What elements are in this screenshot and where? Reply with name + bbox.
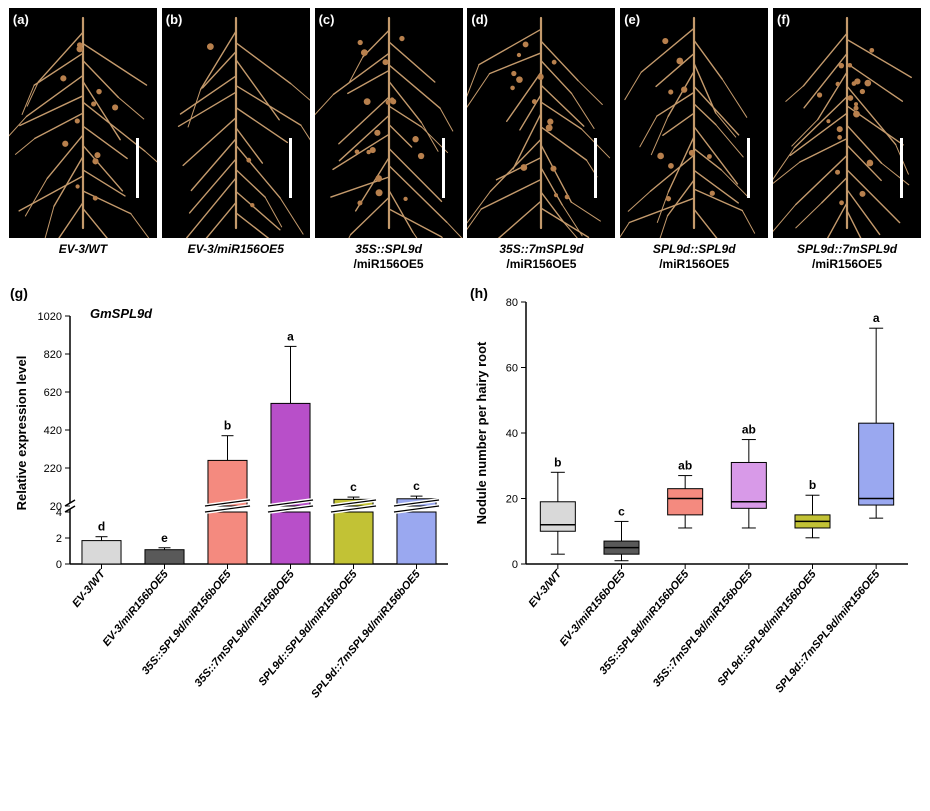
svg-text:EV-3/miR156bOE5: EV-3/miR156bOE5 — [558, 568, 629, 649]
svg-text:20: 20 — [50, 501, 62, 513]
svg-text:820: 820 — [44, 349, 62, 361]
svg-text:35S::7mSPL9d/miR156bOE5: 35S::7mSPL9d/miR156bOE5 — [193, 568, 298, 690]
svg-text:b: b — [554, 455, 561, 469]
svg-text:40: 40 — [506, 428, 518, 440]
svg-text:EV-3/miR156bOE5: EV-3/miR156bOE5 — [101, 568, 172, 649]
photo-panel-label: SPL9d::7mSPL9d/miR156OE5 — [797, 242, 897, 274]
scale-bar — [747, 138, 750, 198]
svg-text:0: 0 — [56, 559, 62, 571]
photo-panel: (e)SPL9d::SPL9d/miR156OE5 — [619, 8, 769, 274]
root-photo: (e) — [620, 8, 768, 238]
root-photo: (a) — [9, 8, 157, 238]
photo-panel-label: 35S::7mSPL9d/miR156OE5 — [499, 242, 583, 274]
svg-text:EV-3/WT: EV-3/WT — [70, 567, 108, 610]
photo-panel: (a) EV-3/WT — [8, 8, 158, 274]
scale-bar — [442, 138, 445, 198]
svg-text:Nodule number per hairy root: Nodule number per hairy root — [474, 341, 489, 524]
svg-text:c: c — [413, 479, 420, 493]
svg-text:c: c — [350, 480, 357, 494]
svg-text:620: 620 — [44, 387, 62, 399]
root-photo: (b) — [162, 8, 310, 238]
svg-text:(h): (h) — [470, 285, 488, 301]
svg-text:e: e — [161, 531, 168, 545]
scale-bar — [289, 138, 292, 198]
photo-panel-row: (a)EV-3/WT (b)EV-3/miR156OE5 (c)35S::SPL9d… — [8, 8, 922, 274]
svg-text:SPL9d::7mSPL9d/miR156bOE5: SPL9d::7mSPL9d/miR156bOE5 — [309, 568, 423, 701]
root-illustration — [9, 8, 157, 238]
svg-text:420: 420 — [44, 425, 62, 437]
svg-text:c: c — [618, 504, 625, 518]
svg-text:220: 220 — [44, 463, 62, 475]
root-illustration — [315, 8, 463, 238]
root-photo: (c) — [315, 8, 463, 238]
photo-panel: (b) EV-3/miR156OE5 — [161, 8, 311, 274]
svg-text:1020: 1020 — [38, 311, 62, 323]
photo-panel-label: EV-3/miR156OE5 — [188, 242, 284, 274]
photo-panel: (f)SPL9d::7mSPL9d/miR156OE5 — [772, 8, 922, 274]
scale-bar — [594, 138, 597, 198]
svg-text:ab: ab — [678, 459, 692, 473]
root-illustration — [773, 8, 921, 238]
photo-panel: (c)35S::SPL9d/miR156OE5 — [314, 8, 464, 274]
svg-text:20: 20 — [506, 494, 518, 506]
box-plot-nodule: (h) Nodule number per hairy root 0 20 40 60 80… — [468, 284, 918, 764]
svg-text:EV-3/WT: EV-3/WT — [527, 567, 565, 610]
svg-text:(g): (g) — [10, 285, 28, 301]
scale-bar — [136, 138, 139, 198]
svg-text:ab: ab — [742, 423, 756, 437]
chart-h-wrap: (h) Nodule number per hairy root 0 20 40 60 80… — [468, 284, 918, 769]
scale-bar — [900, 138, 903, 198]
photo-panel-label: SPL9d::SPL9d/miR156OE5 — [653, 242, 736, 274]
svg-text:GmSPL9d: GmSPL9d — [90, 306, 153, 321]
root-photo: (f) — [773, 8, 921, 238]
photo-panel-label: EV-3/WT — [59, 242, 107, 274]
root-illustration — [620, 8, 768, 238]
svg-text:2: 2 — [56, 533, 62, 545]
svg-text:a: a — [873, 311, 880, 325]
svg-text:60: 60 — [506, 363, 518, 375]
svg-text:b: b — [809, 478, 816, 492]
chart-g-wrap: (g) GmSPL9d Relative expression level 0 2 420… — [8, 284, 458, 769]
svg-text:Relative expression level: Relative expression level — [14, 356, 29, 511]
svg-text:0: 0 — [512, 559, 518, 571]
photo-panel-label: 35S::SPL9d/miR156OE5 — [354, 242, 424, 274]
photo-panel: (d)35S::7mSPL9d/miR156OE5 — [466, 8, 616, 274]
root-illustration — [162, 8, 310, 238]
root-photo: (d) — [467, 8, 615, 238]
bar-chart-expression: (g) GmSPL9d Relative expression level 0 2 420… — [8, 284, 458, 764]
svg-text:d: d — [98, 520, 105, 534]
figure-container: (a)EV-3/WT (b)EV-3/miR156OE5 (c)35S::SPL9d… — [8, 8, 922, 769]
svg-text:SPL9d::7mSPL9d/miR156OE5: SPL9d::7mSPL9d/miR156OE5 — [773, 568, 883, 696]
svg-text:80: 80 — [506, 297, 518, 309]
svg-text:a: a — [287, 329, 294, 343]
svg-text:b: b — [224, 419, 231, 433]
chart-row: (g) GmSPL9d Relative expression level 0 2 420… — [8, 284, 922, 769]
root-illustration — [467, 8, 615, 238]
